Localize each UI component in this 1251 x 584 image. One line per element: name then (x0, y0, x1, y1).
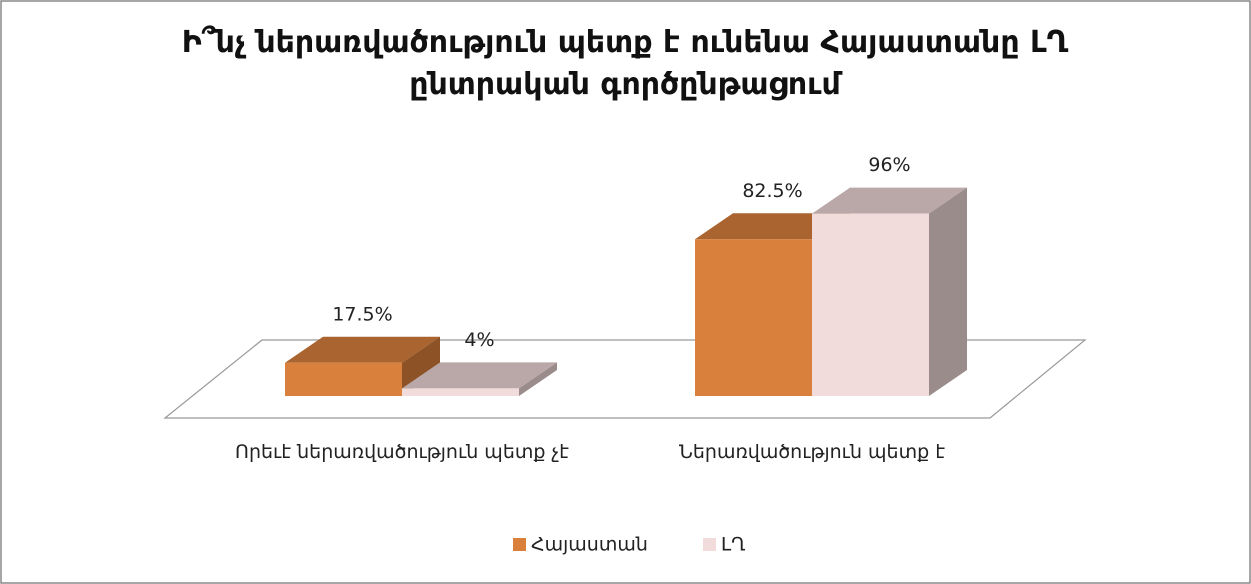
legend-swatch (703, 538, 716, 551)
bar (812, 213, 929, 396)
data-label: 17.5% (332, 303, 392, 325)
data-label: 4% (464, 329, 494, 351)
bar-side (519, 362, 557, 396)
chart-title: Ի՞նչ ներառվածություն պետք է ունենա Հայաս… (181, 25, 1069, 102)
x-tick-label: Որեւէ ներառվածություն պետք չէ (235, 441, 569, 463)
bar-side (929, 187, 967, 396)
legend-swatch (513, 538, 526, 551)
x-tick-label: Ներառվածություն պետք է (679, 441, 945, 463)
bar (695, 239, 812, 396)
legend-label: ԼՂ (721, 534, 745, 556)
bar-top (285, 336, 440, 363)
bar-top (695, 213, 850, 240)
bar (285, 362, 402, 396)
bar-top (812, 187, 967, 214)
bar-side (402, 336, 440, 396)
data-label: 96% (868, 154, 910, 176)
legend-label: Հայաստան (531, 534, 648, 556)
bar-top (402, 362, 557, 389)
bar (402, 388, 519, 396)
data-label: 82.5% (742, 180, 802, 202)
